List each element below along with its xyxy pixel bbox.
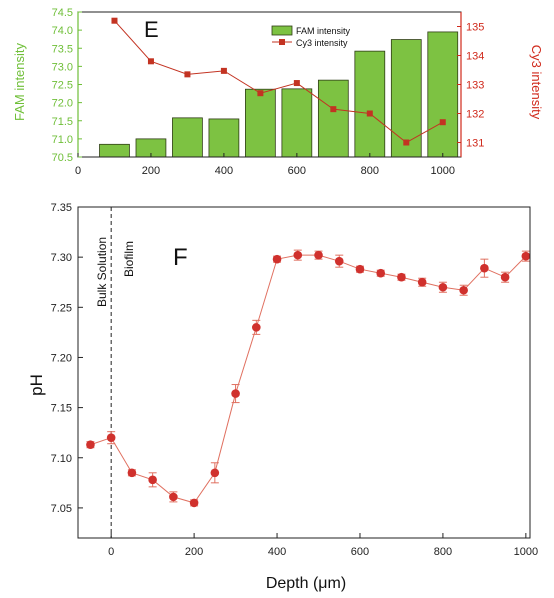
ph-point bbox=[127, 468, 137, 478]
x-tick-label: 1000 bbox=[514, 546, 538, 558]
legend-marker-cy3 bbox=[279, 39, 285, 45]
panel-e-ylabel-left: FAM intensity bbox=[12, 42, 27, 121]
y-left-tick-label: 71.5 bbox=[52, 116, 73, 128]
y-right-tick-label: 133 bbox=[466, 80, 484, 92]
ph-point bbox=[417, 277, 427, 287]
cy3-point bbox=[220, 67, 227, 74]
fam-bar bbox=[390, 39, 422, 158]
panel-f-axes: 0 200 400 600 800 1000 7.05 7.10 7.15 7.20 7.25 7.3… bbox=[51, 202, 539, 558]
fam-bar bbox=[99, 143, 130, 158]
fam-bar bbox=[354, 50, 386, 158]
ph-point bbox=[169, 492, 178, 502]
panel-e-axes: 0 200 400 600 800 1000 70.5 71.0 71.5 72.0 72.5 73.… bbox=[52, 7, 485, 177]
ph-series-points bbox=[86, 249, 531, 508]
y-left-tick-label: 72.0 bbox=[52, 98, 73, 110]
y-tick-label: 7.35 bbox=[51, 202, 72, 214]
cy3-point bbox=[184, 71, 191, 78]
ph-point bbox=[210, 468, 220, 478]
y-tick-label: 7.30 bbox=[51, 252, 72, 264]
panel-f: 0 200 400 600 800 1000 7.05 7.10 7.15 7.20 7.25 7.3… bbox=[27, 202, 538, 592]
panel-f-frame bbox=[77, 206, 531, 539]
x-tick-label: 1000 bbox=[431, 165, 455, 177]
fam-bar bbox=[172, 117, 203, 158]
y-tick-label: 7.25 bbox=[51, 302, 72, 314]
x-tick-label: 200 bbox=[142, 165, 160, 177]
ph-point bbox=[521, 251, 531, 261]
cy3-point bbox=[111, 17, 118, 24]
ph-point bbox=[334, 256, 344, 266]
y-left-tick-label: 72.5 bbox=[52, 80, 73, 92]
ph-point bbox=[438, 282, 448, 292]
ph-point bbox=[293, 250, 303, 260]
cy3-point bbox=[439, 119, 446, 126]
ph-point bbox=[252, 323, 261, 332]
panel-f-label: F bbox=[173, 244, 188, 271]
ph-line bbox=[90, 254, 527, 504]
x-tick-label: 0 bbox=[108, 546, 114, 558]
y-left-tick-label: 73.0 bbox=[52, 61, 73, 73]
x-tick-label: 400 bbox=[268, 546, 286, 558]
cy3-point bbox=[330, 106, 337, 113]
fam-bar bbox=[208, 118, 240, 158]
ph-point bbox=[106, 433, 116, 442]
ph-point bbox=[189, 498, 199, 508]
cy3-line bbox=[114, 20, 444, 144]
panel-e-legend: FAM intensity Cy3 intensity bbox=[271, 25, 351, 48]
y-left-tick-label: 74.5 bbox=[52, 7, 73, 19]
ph-point bbox=[459, 285, 468, 295]
legend-swatch-fam bbox=[271, 25, 293, 36]
y-tick-label: 7.10 bbox=[51, 453, 72, 465]
ph-point bbox=[397, 272, 406, 282]
x-tick-label: 200 bbox=[185, 546, 203, 558]
annotation-biofilm: Biofilm bbox=[122, 241, 136, 277]
legend-label-cy3: Cy3 intensity bbox=[296, 38, 348, 48]
fam-bar bbox=[427, 31, 459, 158]
fam-bar bbox=[245, 88, 276, 158]
ph-point bbox=[231, 389, 240, 398]
y-tick-label: 7.15 bbox=[51, 403, 72, 415]
panel-e-ylabel-right: Cy3 intensity bbox=[529, 45, 544, 120]
cy3-point bbox=[293, 80, 300, 87]
y-tick-label: 7.20 bbox=[51, 352, 72, 364]
annotation-bulk-solution: Bulk Solution bbox=[95, 237, 109, 307]
y-left-tick-label: 74.0 bbox=[52, 25, 73, 37]
y-right-tick-label: 132 bbox=[466, 109, 484, 121]
cy3-point bbox=[366, 110, 373, 117]
cy3-point bbox=[147, 58, 154, 65]
cy3-series bbox=[111, 17, 446, 146]
y-left-tick-label: 73.5 bbox=[52, 43, 73, 55]
legend-label-fam: FAM intensity bbox=[296, 26, 351, 36]
cy3-point bbox=[403, 139, 410, 146]
ph-point bbox=[355, 264, 365, 274]
ph-point bbox=[314, 250, 323, 260]
ph-point bbox=[272, 254, 282, 264]
x-tick-label: 0 bbox=[75, 165, 81, 177]
y-right-tick-label: 134 bbox=[466, 51, 484, 63]
ph-point bbox=[480, 263, 489, 273]
panel-e: 0 200 400 600 800 1000 70.5 71.0 71.5 72.0 72.5 73.… bbox=[12, 7, 544, 177]
panel-e-label: E bbox=[144, 17, 159, 42]
y-right-tick-label: 131 bbox=[466, 138, 484, 150]
ph-point bbox=[86, 440, 95, 450]
x-tick-label: 400 bbox=[215, 165, 233, 177]
x-tick-label: 600 bbox=[351, 546, 369, 558]
x-tick-label: 600 bbox=[288, 165, 306, 177]
fam-bars bbox=[99, 31, 459, 158]
panel-f-xlabel: Depth (μm) bbox=[266, 575, 346, 592]
x-tick-label: 800 bbox=[434, 546, 452, 558]
fam-bar bbox=[317, 79, 349, 158]
y-tick-label: 7.05 bbox=[51, 503, 72, 515]
ph-series-line bbox=[90, 254, 527, 504]
ph-point bbox=[376, 268, 386, 278]
y-left-tick-label: 70.5 bbox=[52, 152, 73, 164]
ph-point bbox=[148, 475, 157, 485]
ph-point bbox=[500, 272, 510, 282]
panel-f-ylabel: pH bbox=[27, 374, 46, 396]
y-left-tick-label: 71.0 bbox=[52, 134, 73, 146]
y-right-tick-label: 135 bbox=[466, 22, 484, 34]
fam-bar bbox=[281, 88, 313, 158]
x-tick-label: 800 bbox=[361, 165, 379, 177]
cy3-point bbox=[257, 90, 264, 97]
